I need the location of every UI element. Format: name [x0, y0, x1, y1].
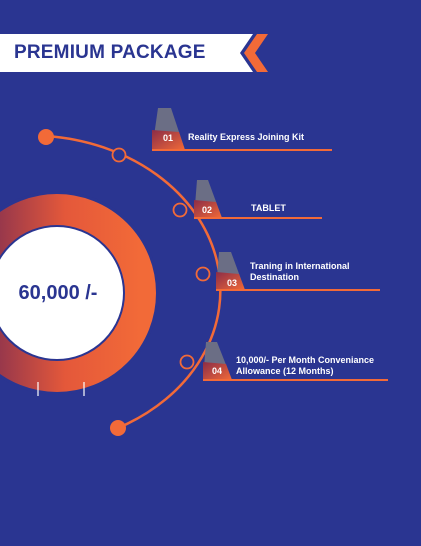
item-number-1: 01: [163, 133, 174, 143]
item-label-4-line1: 10,000/- Per Month Conveniance: [236, 355, 375, 365]
arc-start-dot: [38, 129, 54, 145]
title-banner-shape: [0, 34, 268, 72]
item-tab-3: [216, 252, 380, 291]
item-label-3-line2: Destination: [250, 272, 300, 282]
item-tab-1: [152, 108, 332, 151]
arc-end-dot: [110, 420, 126, 436]
price-amount: 60,000 /-: [18, 282, 98, 304]
item-number-4: 04: [212, 366, 223, 376]
item-number-3: 03: [227, 278, 238, 288]
price-disc: [0, 225, 125, 361]
connector-node-4: [179, 354, 195, 370]
item-label-4-line2: Allowance (12 Months): [236, 366, 334, 376]
item-number-2: 02: [202, 205, 213, 215]
connector-node-1: [111, 147, 127, 163]
price-ring: [0, 194, 156, 392]
item-label-1: Reality Express Joining Kit: [188, 132, 305, 142]
item-tab-4: [203, 342, 388, 381]
connector-node-3: [195, 266, 211, 282]
item-label-3: Traning in International Destination: [250, 261, 350, 283]
item-tab-2: [194, 180, 322, 219]
page-title: PREMIUM PACKAGE: [14, 42, 206, 63]
item-label-4: 10,000/- Per Month Conveniance Allowance…: [236, 355, 374, 377]
connector-node-2: [172, 202, 188, 218]
title-banner: PREMIUM PACKAGE: [0, 34, 268, 72]
item-label-2: TABLET: [251, 203, 286, 213]
item-label-3-line1: Traning in International: [250, 261, 350, 271]
